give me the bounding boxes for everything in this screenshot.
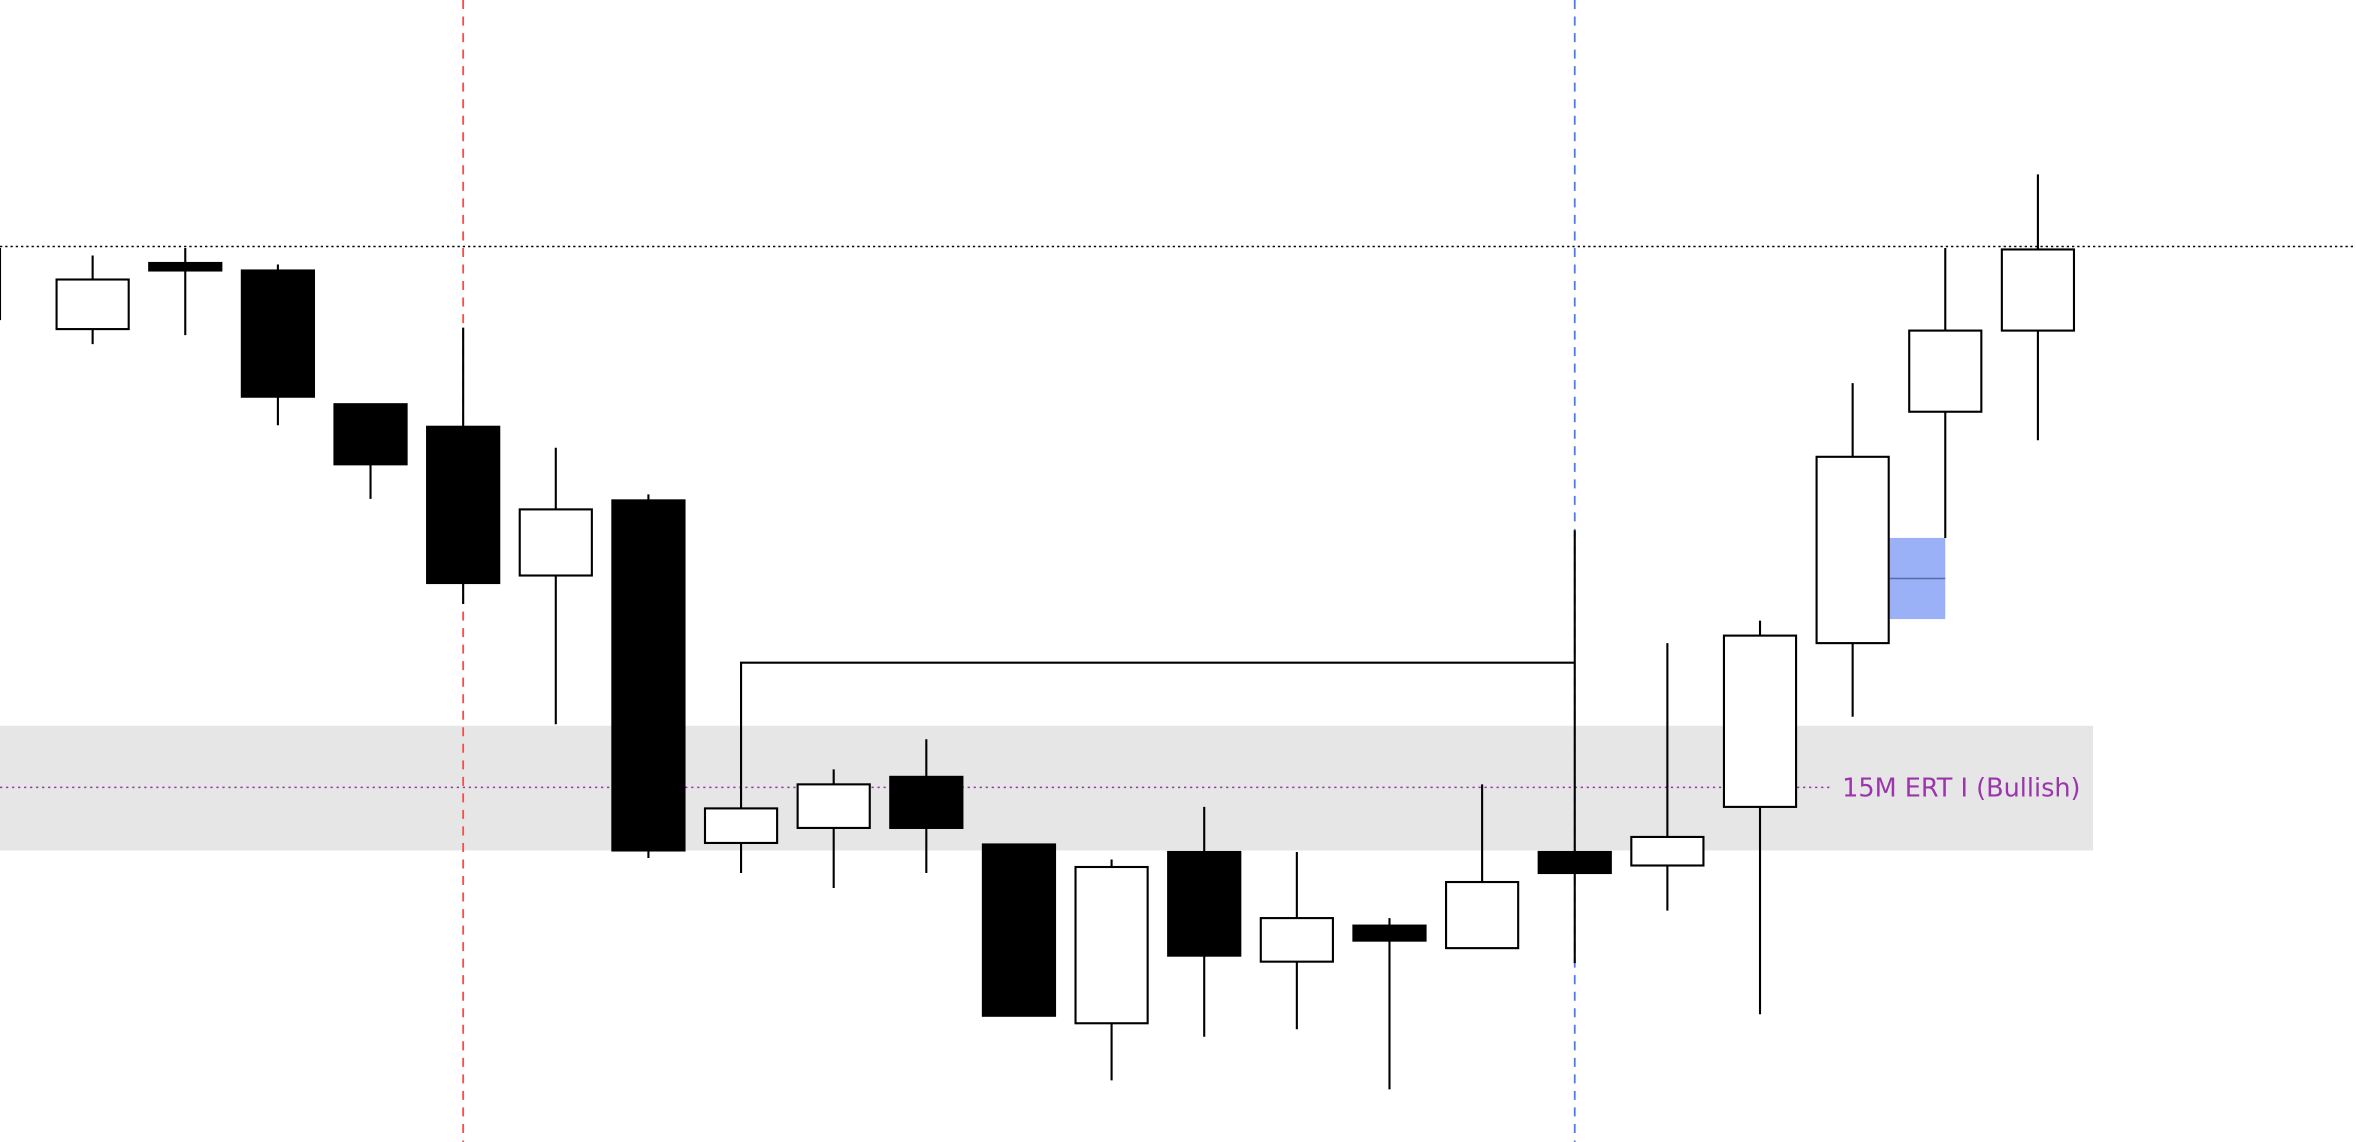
candle-body (1259, 917, 1334, 963)
annotation-layer (740, 577, 1946, 809)
candle (1908, 247, 1983, 538)
candle-body (1074, 865, 1149, 1025)
candle-body (611, 499, 686, 852)
candle-body (1445, 880, 1520, 950)
candle (1352, 918, 1427, 1090)
candle-body (1167, 850, 1242, 957)
candle (426, 327, 501, 605)
candle-layer (0, 174, 2076, 1090)
candle (1445, 784, 1520, 950)
candle-body (1630, 835, 1705, 867)
bracket-line (740, 661, 1575, 809)
candle-body (148, 261, 223, 272)
candle (148, 247, 223, 336)
candle (55, 255, 130, 345)
candle (2000, 174, 2076, 441)
candle (1815, 383, 1890, 717)
candle (240, 264, 316, 426)
candle-body (703, 807, 779, 845)
candle (333, 403, 408, 499)
candle (796, 769, 871, 889)
candle-body (55, 278, 130, 331)
candle (1537, 530, 1612, 964)
candle-body (518, 508, 593, 577)
candle-body (1352, 924, 1427, 942)
candle (1722, 620, 1798, 1015)
candle (1630, 643, 1705, 911)
candle-body (796, 783, 871, 829)
candle-body (1537, 850, 1612, 875)
candle-body (240, 269, 316, 398)
candle-body (2000, 248, 2076, 332)
candle (1167, 806, 1242, 1037)
candle (981, 843, 1057, 1017)
candle-body (1908, 329, 1983, 413)
zone-label: 15M ERT I (Bullish) (1842, 773, 2080, 803)
candle (611, 494, 686, 858)
candle (1259, 851, 1334, 1030)
candle-body (889, 775, 964, 829)
candle (703, 807, 779, 874)
candle (1074, 859, 1149, 1081)
candle-body (1722, 634, 1798, 808)
candle-body (426, 425, 501, 585)
candle-body (1815, 455, 1890, 645)
candle (518, 447, 593, 725)
candle-body (333, 403, 408, 466)
candle-body (981, 843, 1057, 1017)
candle (889, 739, 964, 874)
